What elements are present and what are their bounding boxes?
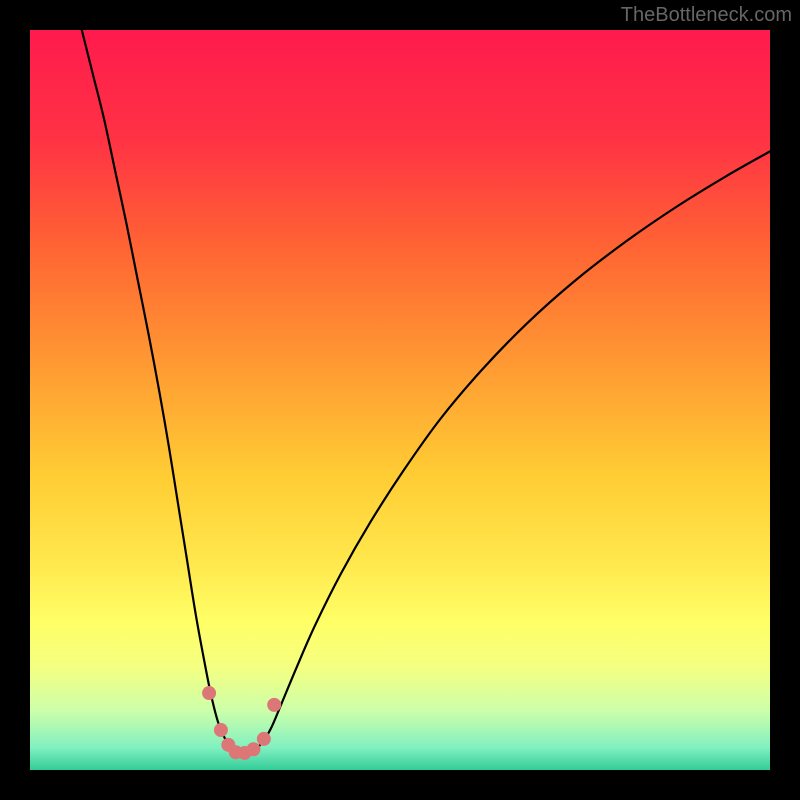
marker-point [246,742,260,756]
chart-container: TheBottleneck.com [0,0,800,800]
bottleneck-chart [0,0,800,800]
marker-point [202,686,216,700]
marker-point [214,723,228,737]
watermark-text: TheBottleneck.com [621,4,792,27]
marker-point [257,732,271,746]
marker-point [267,698,281,712]
